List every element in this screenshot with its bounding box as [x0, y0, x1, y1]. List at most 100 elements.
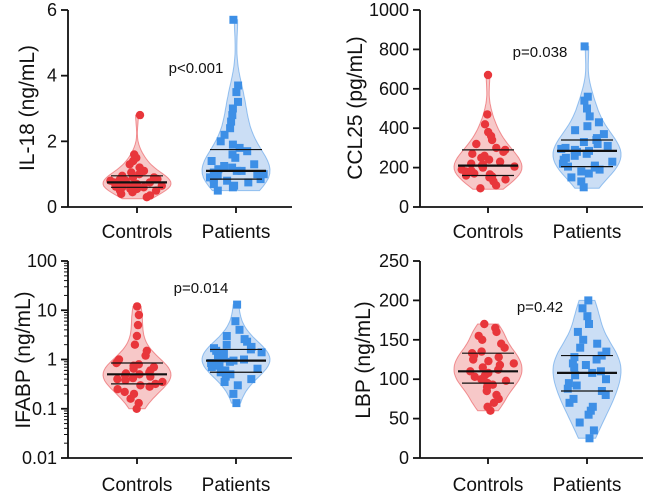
data-point — [474, 331, 483, 341]
data-point — [232, 88, 241, 97]
y-tick-label: 0.01 — [22, 448, 57, 468]
data-point — [497, 339, 506, 348]
data-point — [585, 320, 593, 328]
data-point — [133, 320, 143, 330]
data-point — [575, 418, 584, 427]
data-point — [247, 342, 256, 351]
data-point — [557, 144, 566, 153]
x-tick-label: Controls — [102, 475, 173, 494]
data-point — [213, 186, 222, 195]
data-point — [207, 157, 216, 165]
y-tick-label: 0 — [399, 448, 409, 468]
series-controls — [453, 319, 523, 415]
data-point — [483, 70, 493, 80]
series-patients — [201, 15, 271, 195]
y-tick-label: 250 — [379, 251, 409, 271]
data-point — [247, 375, 256, 384]
data-point — [561, 143, 570, 152]
data-point — [243, 147, 252, 156]
data-point — [583, 122, 592, 131]
p-value-annotation: p=0.038 — [513, 44, 568, 61]
data-point — [477, 347, 486, 356]
y-axis-label: IFABP (ng/mL) — [12, 291, 35, 428]
data-point — [142, 346, 151, 355]
panel-3: 0.01 0.1 1 10 100 Controls Patients IFABP (ng/m… — [12, 251, 292, 494]
y-tick-label: 600 — [379, 79, 409, 99]
data-point — [576, 343, 585, 352]
data-point — [207, 359, 216, 367]
data-point — [207, 363, 216, 372]
data-point — [227, 117, 236, 126]
data-point — [480, 120, 490, 129]
data-point — [608, 157, 617, 166]
data-point — [573, 327, 582, 336]
y-tick-label: 400 — [379, 118, 409, 138]
x-tick-label: Controls — [453, 222, 524, 243]
data-point — [583, 92, 592, 101]
p-value-annotation: p=0.42 — [517, 299, 563, 316]
data-point — [232, 399, 241, 408]
data-point — [228, 150, 237, 159]
data-point — [571, 371, 580, 380]
data-point — [226, 370, 235, 379]
data-point — [114, 355, 124, 364]
data-point — [485, 170, 495, 179]
x-tick-label: Patients — [553, 475, 622, 494]
y-tick-label: 200 — [379, 290, 409, 310]
data-point — [580, 42, 589, 51]
data-point — [134, 360, 143, 369]
data-point — [571, 126, 580, 135]
data-point — [257, 348, 266, 357]
data-point — [216, 137, 225, 146]
data-point — [234, 81, 243, 90]
data-point — [480, 319, 489, 329]
data-point — [235, 325, 244, 334]
data-point — [229, 15, 238, 24]
y-axis-label: CCL25 (pg/mL) — [344, 36, 367, 180]
data-point — [599, 130, 608, 139]
data-point — [472, 139, 481, 149]
data-point — [592, 355, 601, 364]
data-point — [113, 374, 122, 384]
data-point — [492, 143, 501, 153]
series-patients — [201, 300, 271, 408]
data-point — [222, 340, 231, 349]
y-tick-label: 4 — [47, 66, 57, 86]
data-point — [244, 178, 253, 187]
y-tick-label: 6 — [47, 0, 57, 20]
series-controls — [102, 110, 172, 202]
y-tick-label: 10 — [37, 300, 57, 320]
data-point — [130, 340, 140, 349]
data-point — [228, 140, 237, 149]
data-point — [602, 375, 610, 384]
data-point — [495, 360, 505, 370]
panel-4: 0 50 100 150 200 250 Controls Patients LBP (ng/m… — [352, 251, 643, 494]
data-point — [491, 323, 500, 333]
data-point — [583, 312, 592, 321]
data-point — [569, 394, 578, 403]
data-point — [253, 170, 262, 179]
data-point — [585, 434, 594, 443]
data-point — [568, 359, 577, 368]
data-point — [234, 97, 242, 106]
data-point — [228, 163, 237, 172]
data-point — [570, 353, 579, 362]
data-point — [577, 167, 586, 176]
data-point — [135, 163, 144, 172]
series-controls — [102, 302, 172, 413]
data-point — [233, 381, 242, 390]
data-point — [106, 176, 115, 185]
data-point — [221, 366, 230, 375]
data-point — [250, 160, 259, 169]
data-point — [209, 168, 218, 177]
data-point — [596, 367, 605, 376]
data-point — [572, 381, 581, 390]
x-tick-label: Patients — [553, 222, 622, 243]
data-point — [136, 381, 145, 390]
data-point — [494, 352, 503, 362]
data-point — [567, 173, 576, 182]
data-point — [478, 363, 487, 372]
panel-1: 0 2 4 6 Controls Patients IL-18 (ng/mL) p<0.001 — [16, 0, 292, 243]
y-tick-label: 200 — [379, 158, 409, 178]
